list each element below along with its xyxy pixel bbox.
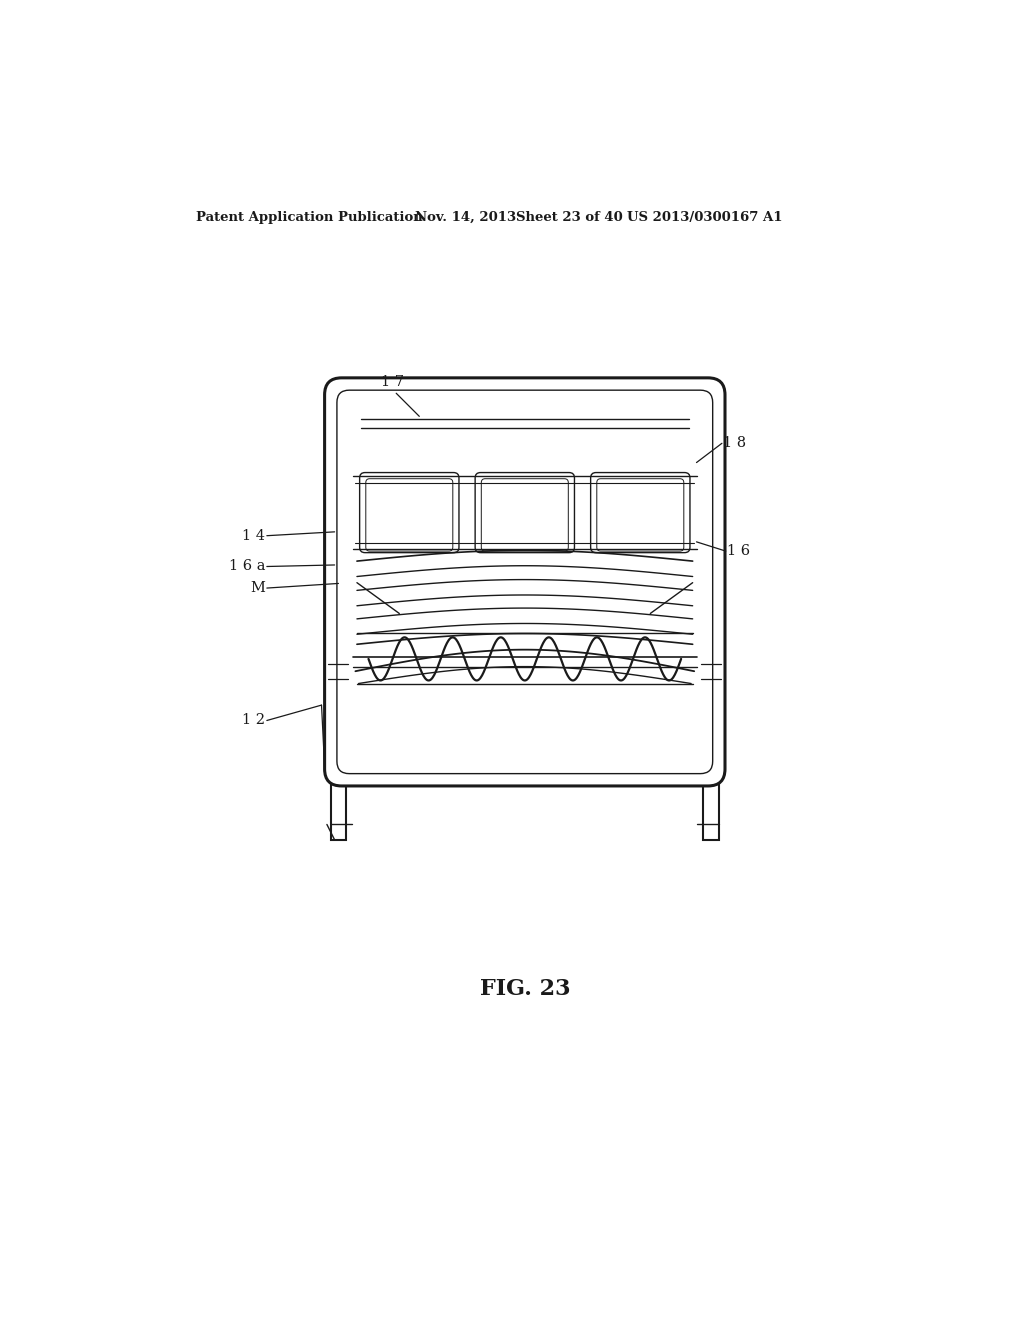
- Text: US 2013/0300167 A1: US 2013/0300167 A1: [628, 211, 782, 224]
- Bar: [449, 409, 475, 438]
- Text: 1 2: 1 2: [243, 714, 265, 727]
- Text: 1 7: 1 7: [381, 375, 403, 389]
- Bar: [333, 664, 345, 678]
- Bar: [452, 411, 472, 436]
- Text: Sheet 23 of 40: Sheet 23 of 40: [515, 211, 623, 224]
- Text: 1 4: 1 4: [243, 529, 265, 543]
- Text: FIG. 23: FIG. 23: [479, 978, 570, 1001]
- Bar: [703, 474, 719, 840]
- Bar: [578, 411, 598, 436]
- Text: Patent Application Publication: Patent Application Publication: [196, 211, 423, 224]
- Bar: [574, 409, 601, 438]
- Text: 1 8: 1 8: [724, 437, 746, 450]
- Bar: [711, 655, 724, 672]
- Bar: [331, 474, 346, 840]
- Text: M: M: [251, 581, 265, 595]
- FancyBboxPatch shape: [325, 378, 725, 785]
- Text: 1 6 a: 1 6 a: [228, 560, 265, 573]
- Text: Nov. 14, 2013: Nov. 14, 2013: [416, 211, 516, 224]
- Text: 1 6: 1 6: [727, 544, 751, 558]
- Bar: [705, 664, 717, 678]
